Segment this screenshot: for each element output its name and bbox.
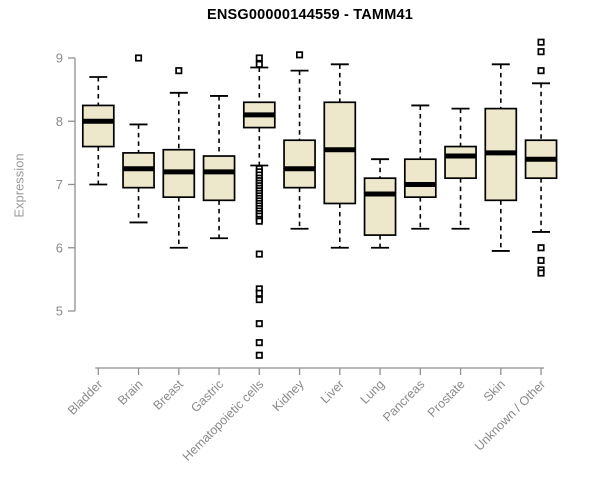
box-Kidney: [283, 139, 316, 189]
outlier-point: [296, 51, 304, 59]
outlier-point: [175, 67, 183, 75]
outlier-point: [255, 289, 263, 297]
x-category-label: Liver: [318, 377, 347, 406]
outlier-point: [537, 38, 545, 46]
x-category-label: Skin: [481, 377, 508, 404]
x-category-label: Bladder: [65, 377, 105, 417]
y-tick-label: 7: [56, 177, 63, 192]
outlier-point: [255, 217, 263, 225]
x-category-label: Kidney: [270, 377, 307, 414]
x-category-label: Pancreas: [380, 377, 427, 424]
x-category-label: Hematopoietic cells: [180, 377, 267, 464]
outlier-point: [255, 250, 263, 258]
outlier-point: [537, 256, 545, 264]
y-tick-label: 5: [56, 304, 63, 319]
y-tick-label: 9: [56, 51, 63, 66]
outlier-point: [255, 320, 263, 328]
chart-title: ENSG00000144559 - TAMM41: [206, 7, 414, 23]
outlier-point: [255, 60, 263, 68]
y-tick-label: 6: [56, 240, 63, 255]
box-Gastric: [202, 155, 236, 202]
box-Prostate: [444, 145, 477, 180]
outlier-point: [255, 54, 263, 62]
outlier-point: [255, 339, 263, 347]
box-Bladder: [81, 104, 115, 148]
x-category-label: Breast: [150, 377, 186, 413]
x-category-label: Prostate: [425, 377, 468, 420]
box-Liver: [323, 101, 357, 205]
box-Lung: [363, 177, 397, 236]
x-category-label: Lung: [358, 377, 388, 407]
box-Pancreas: [403, 158, 437, 198]
outlier-point: [135, 54, 143, 62]
outlier-point: [255, 351, 263, 359]
y-tick-label: 8: [56, 114, 63, 129]
x-category-label: Unknown / Other: [472, 377, 548, 453]
x-category-label: Gastric: [188, 377, 226, 415]
outlier-point: [537, 67, 545, 75]
outlier-point: [537, 269, 545, 277]
outlier-point: [537, 244, 545, 252]
outlier-point: [537, 48, 545, 56]
outlier-point: [255, 296, 263, 304]
x-category-label: Brain: [115, 377, 146, 408]
